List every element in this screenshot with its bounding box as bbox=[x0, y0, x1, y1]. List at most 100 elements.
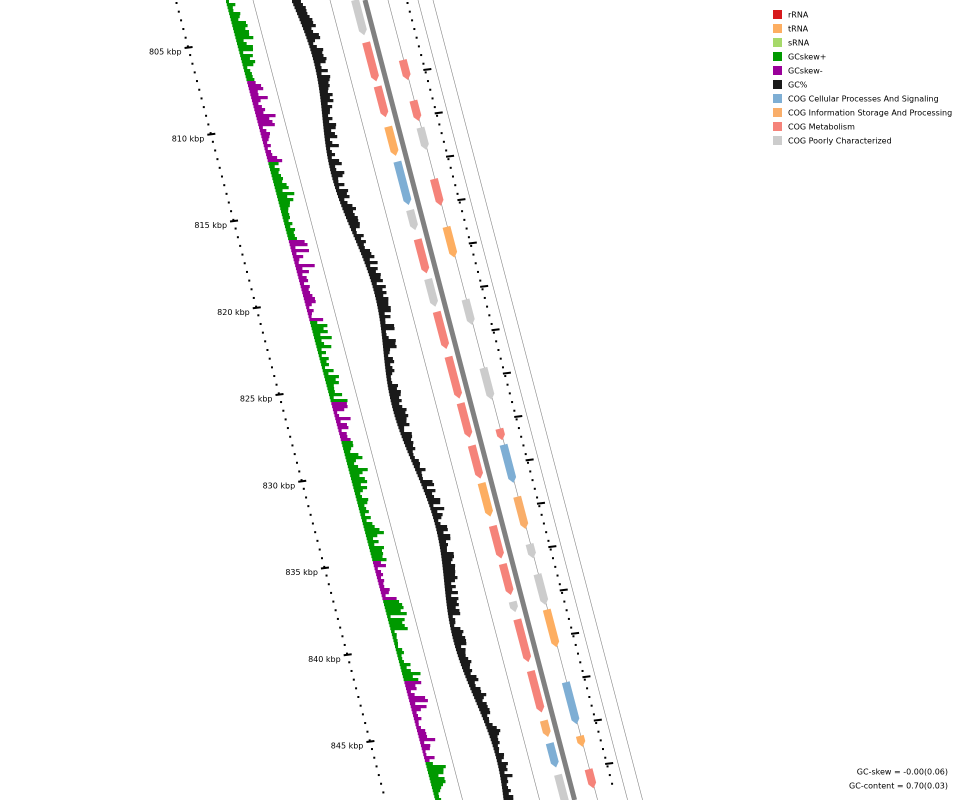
minor-tick bbox=[456, 192, 459, 195]
gc-skew-bar bbox=[361, 519, 367, 523]
minor-tick bbox=[300, 479, 303, 482]
gc-content-bar bbox=[438, 540, 447, 544]
gc-content-bar bbox=[426, 495, 435, 499]
minor-tick bbox=[556, 574, 559, 577]
minor-tick bbox=[454, 184, 457, 187]
gc-skew-bar bbox=[336, 420, 341, 424]
minor-tick bbox=[474, 262, 477, 265]
gc-content-bar bbox=[388, 390, 401, 394]
gc-content-bar bbox=[399, 429, 405, 433]
gc-skew-bar bbox=[376, 573, 384, 577]
gene-feature bbox=[406, 209, 418, 231]
gc-skew-bar bbox=[227, 6, 233, 10]
gc-skew-bar bbox=[261, 135, 270, 139]
gc-skew-bar bbox=[363, 525, 375, 529]
gc-skew-bar bbox=[389, 624, 405, 628]
gc-skew-bar bbox=[320, 360, 327, 364]
gc-skew-bar bbox=[321, 366, 326, 370]
gc-content-bar bbox=[383, 351, 390, 355]
major-tick bbox=[457, 198, 466, 202]
gc-content-bar bbox=[312, 57, 327, 61]
gc-content-bar bbox=[444, 585, 456, 589]
minor-tick bbox=[234, 227, 237, 230]
gene-arrow bbox=[477, 482, 493, 517]
gc-skew-bar bbox=[228, 9, 234, 13]
minor-tick bbox=[270, 366, 273, 369]
gc-content-bar bbox=[417, 474, 423, 478]
gc-content-bar bbox=[325, 141, 333, 145]
gc-skew-bar bbox=[328, 393, 343, 397]
minor-tick bbox=[406, 2, 409, 4]
gc-skew-bar bbox=[368, 543, 375, 547]
gc-skew-bar bbox=[262, 141, 268, 145]
minor-tick bbox=[526, 461, 529, 464]
ruler-label: 820 kbp bbox=[217, 308, 250, 317]
gene-feature bbox=[413, 238, 430, 274]
gc-skew-bar bbox=[365, 534, 378, 538]
gc-skew-bar bbox=[317, 351, 326, 355]
gc-skew-bar bbox=[421, 747, 430, 751]
gc-content-bar bbox=[439, 543, 449, 547]
minor-tick bbox=[316, 539, 319, 542]
gc-content-bar bbox=[307, 39, 316, 43]
gc-content-bar bbox=[359, 249, 371, 253]
gene-arrow bbox=[539, 719, 551, 737]
gc-skew-bar bbox=[343, 447, 352, 451]
gc-skew-bar bbox=[371, 555, 383, 559]
gc-skew-bar bbox=[425, 762, 433, 766]
gc-content-bar bbox=[424, 492, 433, 496]
gc-content-bar bbox=[452, 636, 466, 640]
minor-tick bbox=[504, 375, 507, 378]
gc-skew-bar bbox=[419, 738, 436, 742]
gc-skew-bar bbox=[313, 333, 321, 337]
gc-content-bar bbox=[381, 330, 386, 334]
minor-tick bbox=[583, 678, 586, 681]
gc-skew-bar bbox=[353, 486, 368, 490]
gc-skew-bar bbox=[301, 288, 309, 292]
gc-skew-bar bbox=[263, 144, 271, 148]
major-tick bbox=[343, 653, 352, 657]
minor-tick bbox=[492, 331, 495, 334]
minor-tick bbox=[499, 357, 502, 360]
gc-content-summary: GC-content = 0.70(0.03) bbox=[849, 782, 948, 791]
gene-feature bbox=[479, 366, 495, 400]
gc-skew-bar bbox=[431, 783, 444, 787]
gene-arrow bbox=[406, 209, 418, 231]
gc-content-bar bbox=[369, 276, 381, 280]
minor-tick bbox=[311, 522, 314, 525]
gc-skew-bar bbox=[357, 501, 368, 505]
minor-tick bbox=[336, 617, 339, 620]
minor-tick bbox=[604, 756, 607, 759]
minor-tick bbox=[236, 236, 239, 239]
gc-skew-bar bbox=[410, 705, 427, 709]
gc-content-bar bbox=[470, 687, 481, 691]
gc-content-bar bbox=[400, 432, 412, 436]
ruler-label: 845 kbp bbox=[331, 742, 364, 751]
gc-skew-bar bbox=[346, 459, 356, 463]
gc-content-bar bbox=[352, 231, 357, 235]
gc-content-bar bbox=[320, 99, 334, 103]
gc-content-bar bbox=[438, 537, 451, 541]
gc-content-bar bbox=[440, 549, 447, 553]
gc-skew-bar bbox=[426, 765, 446, 769]
gc-skew-bar bbox=[240, 54, 253, 58]
gc-content-bar bbox=[292, 0, 301, 4]
minor-tick bbox=[252, 296, 255, 299]
gc-content-bar bbox=[328, 162, 342, 166]
gc-skew-bar bbox=[333, 411, 338, 415]
minor-tick bbox=[411, 19, 414, 22]
gc-skew-bar bbox=[375, 570, 382, 574]
gc-content-bar bbox=[444, 579, 455, 583]
gc-content-bar bbox=[496, 756, 504, 760]
minor-tick bbox=[486, 305, 489, 308]
minor-tick bbox=[442, 140, 445, 143]
gc-content-bar bbox=[383, 354, 389, 358]
legend-label: GCskew- bbox=[788, 67, 823, 76]
gc-content-bar bbox=[304, 30, 314, 34]
gc-skew-bar bbox=[397, 654, 402, 658]
gc-content-bar bbox=[385, 372, 393, 376]
minor-tick bbox=[293, 453, 296, 456]
gc-skew-bar bbox=[252, 102, 259, 106]
gc-content-bar bbox=[344, 213, 355, 217]
major-tick bbox=[468, 241, 477, 245]
